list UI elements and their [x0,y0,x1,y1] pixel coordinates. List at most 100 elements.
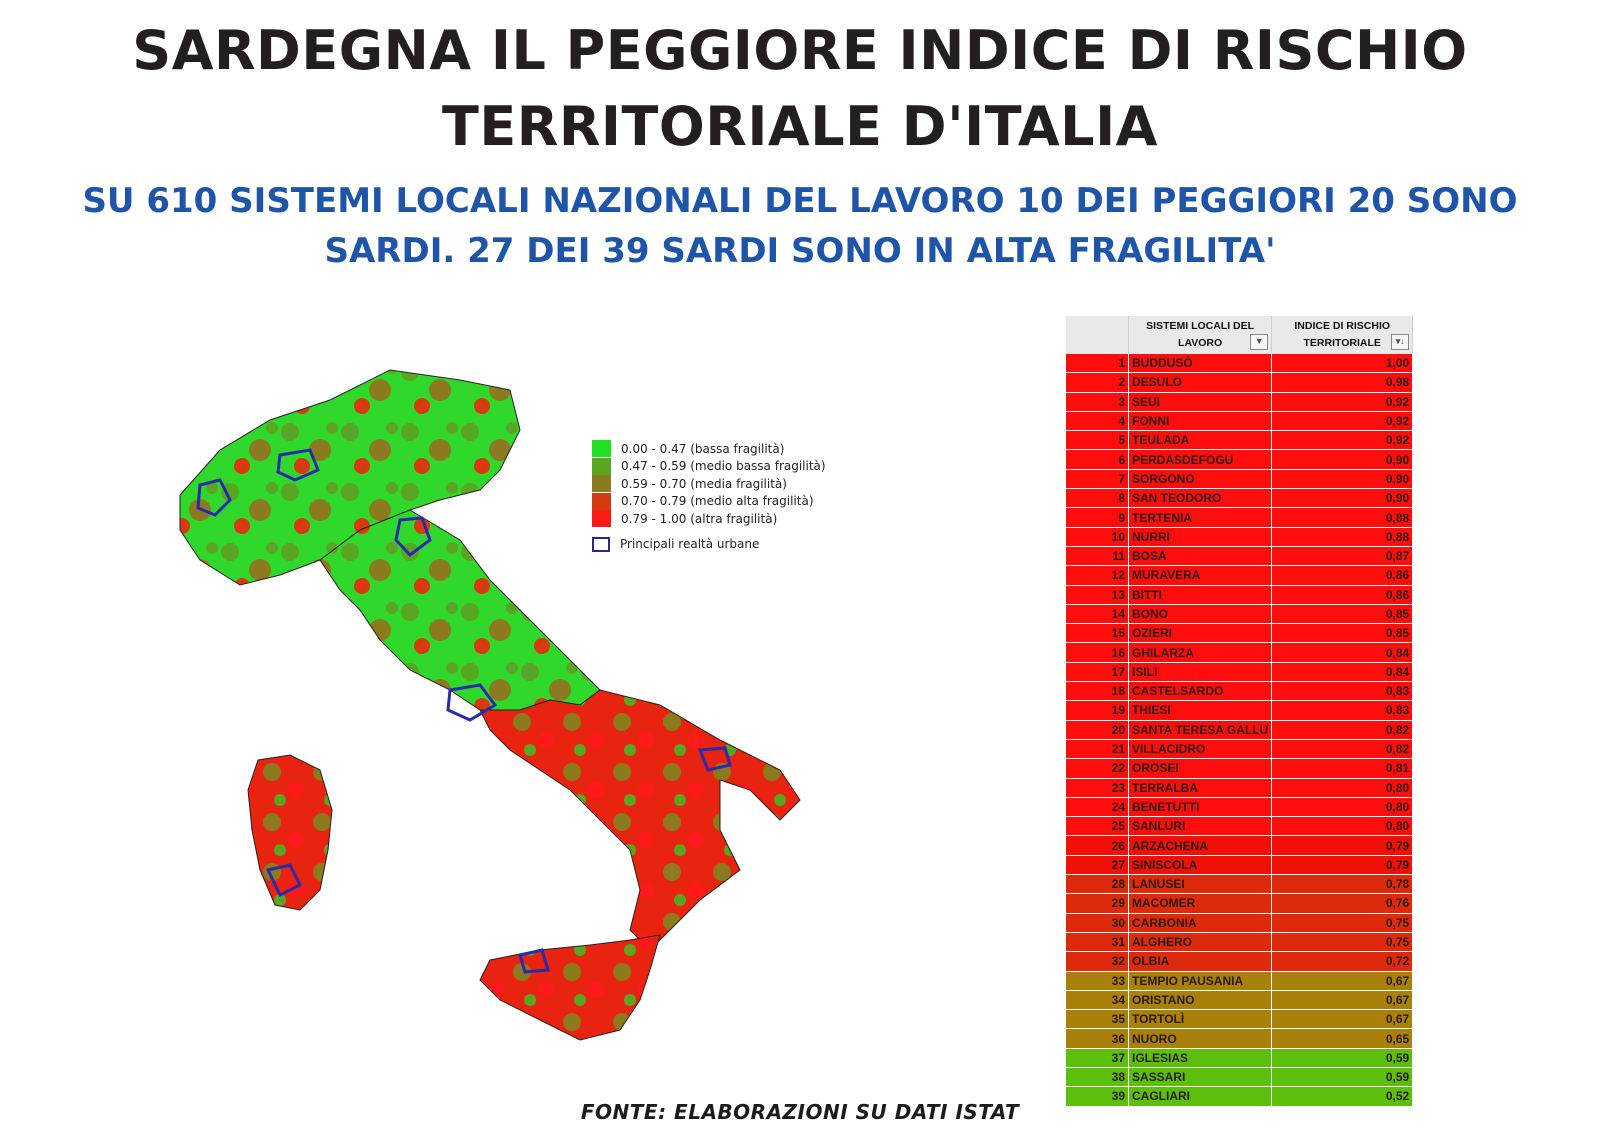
table-row: 1 BUDDUSÒ 1,00 [1066,354,1414,374]
legend-label: 0.59 - 0.70 (media fragilità) [621,476,787,491]
name-cell: LANUSEI [1128,874,1273,895]
rank-cell: 22 [1066,758,1129,779]
value-cell: 0,85 [1271,623,1414,644]
value-cell: 0,85 [1271,604,1414,625]
value-cell: 0,72 [1271,951,1414,972]
table-row: 6 PERDASDEFOGU 0,90 [1066,449,1414,470]
central-italy-region [319,509,601,711]
name-cell: GHILARZA [1128,642,1273,663]
table-row: 13 BITTI 0,86 [1066,585,1414,605]
rank-cell: 23 [1066,778,1129,798]
legend-item: 0.47 - 0.59 (medio bassa fragilità) [592,457,826,476]
italy-fragility-map [179,369,801,1041]
value-cell: 0,87 [1271,546,1414,567]
header-sistemi-locali[interactable]: SISTEMI LOCALI DEL LAVORO ▼ [1128,316,1273,354]
legend-urban-item: Principali realtà urbane [592,536,826,552]
name-cell: OROSEI [1128,758,1273,779]
rank-cell: 20 [1066,720,1129,740]
value-cell: 0,90 [1271,469,1414,490]
value-cell: 0,65 [1271,1028,1414,1049]
table-row: 35 TORTOLÌ 0,67 [1066,1009,1414,1030]
value-cell: 0,59 [1271,1048,1414,1068]
table-row: 29 MACOMER 0,76 [1066,893,1414,914]
sardinia-region [247,754,333,911]
name-cell: ORISTANO [1128,990,1273,1011]
name-cell: BOSA [1128,546,1273,567]
name-cell: NURRI [1128,527,1273,547]
rank-cell: 30 [1066,913,1129,933]
sort-desc-icon[interactable]: ▾↓ [1391,334,1410,350]
rank-cell: 35 [1066,1009,1129,1030]
rank-cell: 33 [1066,971,1129,991]
value-cell: 0,67 [1271,971,1414,991]
rank-cell: 11 [1066,546,1129,567]
name-cell: TERTENIA [1128,507,1273,528]
name-cell: SINISCOLA [1128,855,1273,876]
table-row: 32 OLBIA 0,72 [1066,951,1414,972]
name-cell: CASTELSARDO [1128,681,1273,702]
rank-cell: 7 [1066,469,1129,490]
table-row: 38 SASSARI 0,59 [1066,1067,1414,1088]
rank-cell: 10 [1066,527,1129,547]
rank-cell: 39 [1066,1086,1129,1107]
map-legend: 0.00 - 0.47 (bassa fragilità) 0.47 - 0.5… [592,440,826,552]
subtitle-line-2: SARDI. 27 DEI 39 SARDI SONO IN ALTA FRAG… [324,231,1276,271]
rank-cell: 1 [1066,354,1129,374]
rank-cell: 13 [1066,585,1129,605]
filter-dropdown-icon[interactable]: ▼ [1250,334,1269,350]
name-cell: TORTOLÌ [1128,1009,1273,1030]
table-row: 22 OROSEI 0,81 [1066,758,1414,779]
value-cell: 0,79 [1271,855,1414,876]
table-row: 24 BENETUTTI 0,80 [1066,797,1414,818]
table-header-row: SISTEMI LOCALI DEL LAVORO ▼ INDICE DI RI… [1066,316,1414,354]
rank-cell: 28 [1066,874,1129,895]
table-row: 2 DESULO 0,98 [1066,372,1414,393]
rank-cell: 18 [1066,681,1129,702]
rank-cell: 15 [1066,623,1129,644]
name-cell: TEMPIO PAUSANIA [1128,971,1273,991]
table-row: 14 BONO 0,85 [1066,604,1414,625]
value-cell: 0,80 [1271,797,1414,818]
name-cell: MURAVERA [1128,565,1273,586]
value-cell: 0,83 [1271,681,1414,702]
table-row: 15 OZIERI 0,85 [1066,623,1414,644]
value-cell: 0,67 [1271,1009,1414,1030]
south-italy-region [479,689,801,951]
table-row: 31 ALGHERO 0,75 [1066,932,1414,953]
rank-cell: 16 [1066,642,1129,663]
legend-label: 0.47 - 0.59 (medio bassa fragilità) [621,459,826,474]
rank-cell: 29 [1066,893,1129,914]
value-cell: 0,92 [1271,411,1414,432]
value-cell: 0,84 [1271,662,1414,683]
value-cell: 0,75 [1271,932,1414,953]
header-val-line1: INDICE DI RISCHIO [1294,320,1391,332]
rank-cell: 38 [1066,1067,1129,1088]
legend-label: 0.70 - 0.79 (medio alta fragilità) [621,494,814,509]
header-indice-rischio[interactable]: INDICE DI RISCHIO TERRITORIALE ▾↓ [1271,316,1414,354]
value-cell: 0,76 [1271,893,1414,914]
rank-cell: 32 [1066,951,1129,972]
rank-cell: 17 [1066,662,1129,683]
sicily-region [479,934,661,1041]
value-cell: 0,92 [1271,392,1414,412]
header-rank [1066,316,1129,354]
name-cell: DESULO [1128,372,1273,393]
name-cell: SORGONO [1128,469,1273,490]
legend-label: 0.00 - 0.47 (bassa fragilità) [621,441,785,456]
table-row: 26 ARZACHENA 0,79 [1066,835,1414,856]
table-row: 23 TERRALBA 0,80 [1066,778,1414,798]
subtitle-line-1: SU 610 SISTEMI LOCALI NAZIONALI DEL LAVO… [82,181,1518,221]
rank-cell: 26 [1066,835,1129,856]
table-row: 5 TEULADA 0,92 [1066,430,1414,451]
value-cell: 0,86 [1271,565,1414,586]
source-note: FONTE: ELABORAZIONI SU DATI ISTAT [580,1100,1020,1124]
table-row: 4 FONNI 0,92 [1066,411,1414,432]
value-cell: 0,84 [1271,642,1414,663]
value-cell: 0,90 [1271,449,1414,470]
header-name-line2: LAVORO [1178,337,1223,349]
value-cell: 0,79 [1271,835,1414,856]
north-italy-region [179,369,521,586]
table-row: 34 ORISTANO 0,67 [1066,990,1414,1011]
table-row: 21 VILLACIDRO 0,82 [1066,739,1414,760]
legend-item: 0.59 - 0.70 (media fragilità) [592,475,826,493]
